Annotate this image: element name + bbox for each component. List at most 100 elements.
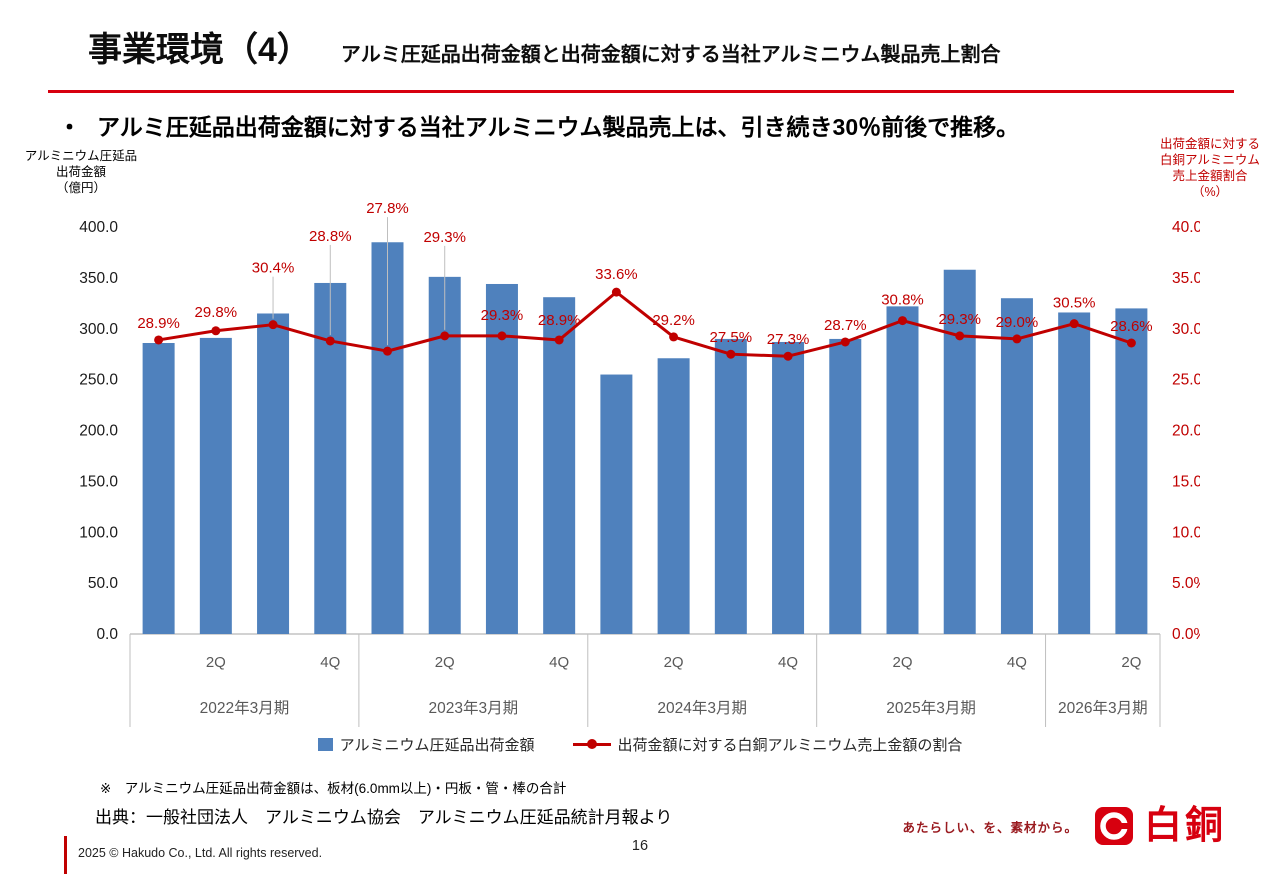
left-axis-title: アルミニウム圧延品 出荷金額 （億円） — [24, 149, 138, 195]
point-label: 28.7% — [824, 317, 867, 334]
point-label: 27.3% — [767, 331, 810, 348]
bar-series-swatch-icon — [317, 738, 333, 751]
quarter-label: 2Q — [664, 654, 684, 671]
left-axis-tick-label: 150.0 — [79, 473, 118, 490]
chart-legend: アルミニウム圧延品出荷金額 出荷金額に対する白銅アルミニウム売上金額の割合 — [0, 734, 1280, 755]
point-label: 28.9% — [538, 312, 581, 329]
right-axis-tick-label: 30.0% — [1172, 321, 1200, 338]
line-point — [898, 316, 907, 326]
year-group-label: 2022年3月期 — [200, 699, 290, 717]
line-point — [383, 346, 392, 356]
year-group-label: 2025年3月期 — [886, 699, 976, 717]
key-message: ・ アルミ圧延品出荷金額に対する当社アルミニウム製品売上は、引き続き30％前後で… — [58, 108, 1019, 142]
bar — [1058, 312, 1091, 634]
trend-line — [157, 290, 1133, 358]
bar — [485, 283, 518, 634]
right-axis-tick-label: 15.0% — [1172, 473, 1200, 490]
left-axis-tick-label: 350.0 — [79, 270, 118, 287]
line-point — [955, 331, 965, 341]
point-label: 28.8% — [309, 228, 352, 245]
bullet-text: アルミ圧延品出荷金額に対する当社アルミニウム製品売上は、引き続き30％前後で推移… — [97, 114, 1020, 140]
right-axis-tick-label: 10.0% — [1172, 524, 1200, 541]
slide-header: 事業環境（4） アルミ圧延品出荷金額と出荷金額に対する当社アルミニウム製品売上割… — [88, 22, 1001, 71]
point-label: 29.3% — [938, 311, 981, 328]
footnote: ※ アルミニウム圧延品出荷金額は、板材(6.0mm以上)・円板・管・棒の合計 — [100, 781, 567, 796]
line-point — [268, 320, 278, 330]
line-point — [497, 331, 507, 341]
point-label: 29.3% — [423, 229, 466, 246]
bar — [1115, 308, 1148, 634]
point-label: 29.8% — [195, 304, 238, 321]
line-point — [1012, 334, 1022, 344]
right-axis-tick-label: 0.0% — [1172, 626, 1200, 643]
line-point — [611, 287, 621, 297]
point-label: 30.5% — [1053, 295, 1096, 312]
point-label: 27.5% — [710, 329, 753, 346]
quarter-label: 4Q — [1007, 654, 1027, 671]
point-label: 29.2% — [652, 312, 695, 329]
point-label: 28.6% — [1110, 318, 1153, 335]
legend-item-line: 出荷金額に対する白銅アルミニウム売上金額の割合 — [572, 734, 962, 755]
quarter-label: 2Q — [435, 654, 455, 671]
year-group-label: 2026年3月期 — [1058, 699, 1148, 717]
bar — [600, 374, 633, 634]
bar — [314, 282, 347, 634]
quarter-label: 2Q — [206, 654, 226, 671]
page-subtitle: アルミ圧延品出荷金額と出荷金額に対する当社アルミニウム製品売上割合 — [340, 44, 1001, 66]
point-label: 30.4% — [252, 260, 295, 277]
left-axis-tick-label: 400.0 — [79, 219, 118, 236]
bar — [428, 276, 461, 634]
year-group-label: 2023年3月期 — [429, 699, 519, 717]
quarter-label: 2Q — [1121, 654, 1141, 671]
left-axis-tick-label: 250.0 — [79, 372, 118, 389]
bar — [1000, 298, 1033, 634]
copyright: 2025 © Hakudo Co., Ltd. All rights reser… — [78, 846, 323, 860]
line-point — [1069, 319, 1079, 329]
right-axis-tick-label: 20.0% — [1172, 423, 1200, 440]
bar — [886, 306, 919, 634]
right-axis-tick-label: 25.0% — [1172, 372, 1200, 389]
legend-bar-label: アルミニウム圧延品出荷金額 — [339, 737, 535, 754]
point-label: 29.3% — [481, 307, 524, 324]
combo-chart: 0.0 50.0 100.0 150.0 200.0 250.0 300.0 350.0 400… — [79, 200, 1200, 727]
year-group-label: 2024年3月期 — [657, 699, 747, 717]
left-axis-tick-label: 200.0 — [79, 423, 118, 440]
line-point — [325, 336, 335, 346]
line-series-swatch-icon — [572, 738, 611, 751]
source-citation: 出典：一般社団法人 アルミニウム協会 アルミニウム圧延品統計月報より — [95, 808, 673, 827]
line-point — [783, 351, 793, 361]
left-axis-tick-label: 50.0 — [88, 575, 119, 592]
point-label: 30.8% — [881, 292, 924, 309]
quarter-label: 4Q — [320, 654, 340, 671]
footer-red-tick — [64, 836, 67, 874]
left-axis-tick-label: 100.0 — [79, 524, 118, 541]
bar — [943, 269, 976, 634]
right-axis-tick-label: 35.0% — [1172, 270, 1200, 287]
left-axis-tick-label: 0.0 — [96, 626, 118, 643]
right-axis-title: 出荷金額に対する 白銅アルミニウム 売上金額割合 （%） — [1159, 137, 1260, 199]
company-logo: あたらしい、を、素材から。 白銅 — [902, 806, 1226, 846]
logo-icon-notch — [1119, 823, 1133, 829]
point-label: 27.8% — [366, 200, 409, 217]
point-label: 29.0% — [996, 314, 1039, 331]
right-axis-tick-label: 5.0% — [1172, 575, 1200, 592]
bar — [543, 297, 576, 634]
line-point — [440, 331, 450, 341]
line-point — [554, 335, 564, 345]
bar — [714, 338, 747, 634]
line-point — [1126, 338, 1136, 348]
bar — [772, 341, 805, 634]
line-swatch-dot — [586, 739, 597, 749]
bar — [257, 313, 290, 634]
title-divider — [48, 90, 1234, 93]
logo-tagline: あたらしい、を、素材から。 — [902, 820, 1078, 835]
legend-item-bars: アルミニウム圧延品出荷金額 — [317, 734, 535, 755]
logo-wordmark: 白銅 — [1143, 805, 1226, 847]
bar — [142, 342, 175, 634]
line-point — [840, 337, 850, 347]
line-point — [726, 349, 736, 359]
page-number: 16 — [631, 838, 649, 854]
left-axis-tick-label: 300.0 — [79, 321, 118, 338]
right-axis-tick-label: 40.0% — [1172, 219, 1200, 236]
